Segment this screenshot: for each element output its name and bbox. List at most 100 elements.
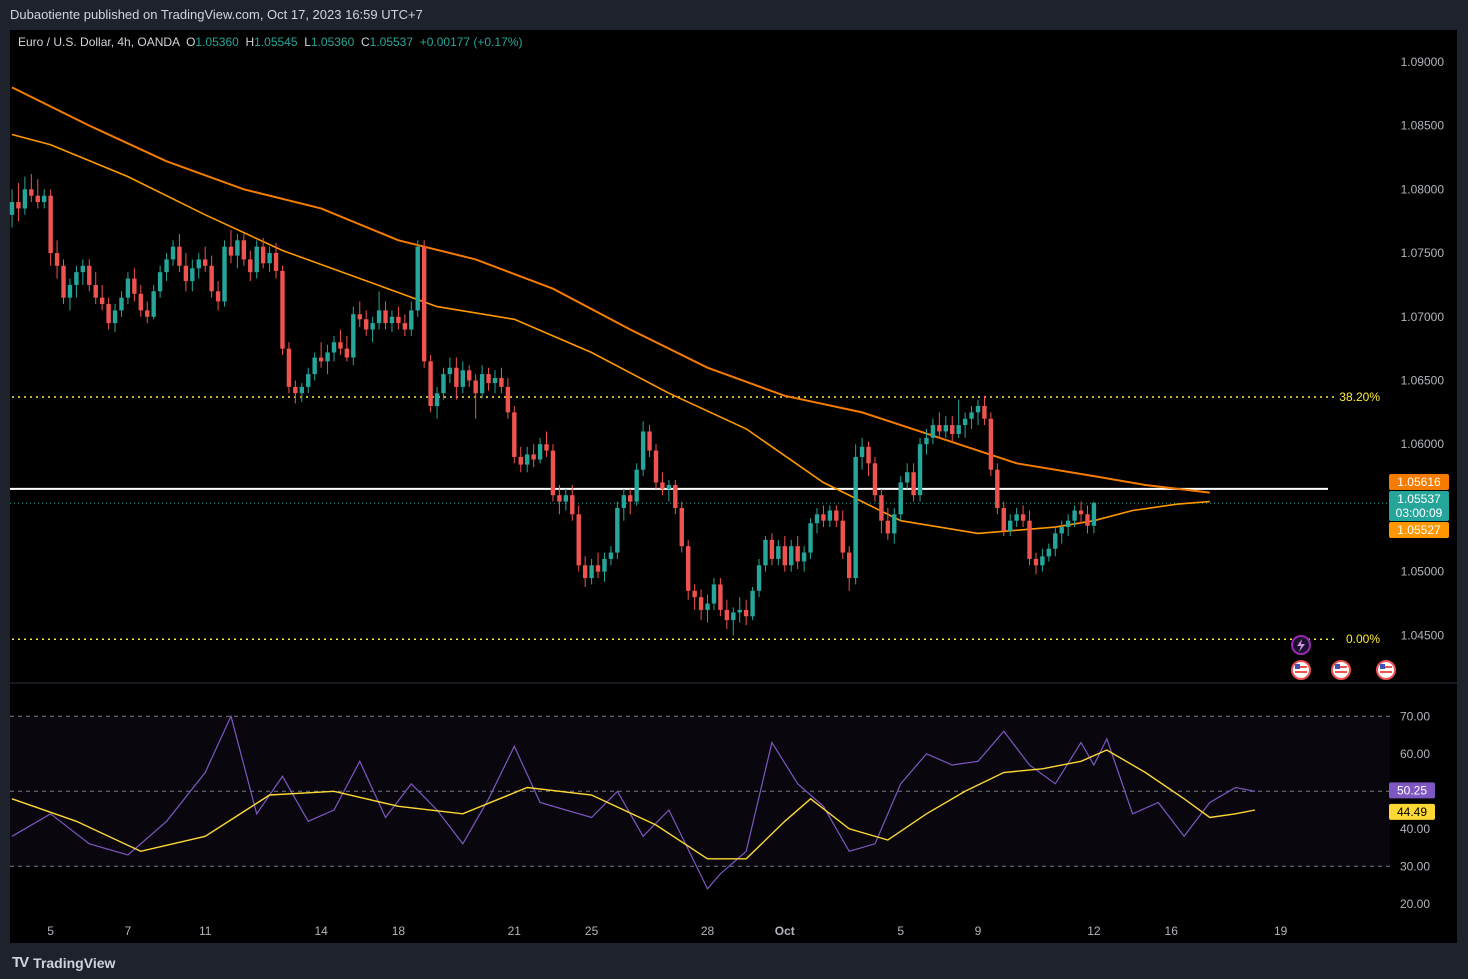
candle[interactable] <box>995 463 1000 515</box>
candle[interactable] <box>331 335 337 362</box>
candle[interactable] <box>434 386 440 419</box>
candle[interactable] <box>640 421 646 477</box>
candle[interactable] <box>241 233 247 266</box>
candle[interactable] <box>93 272 98 305</box>
candle[interactable] <box>460 361 465 394</box>
candle[interactable] <box>1033 552 1039 575</box>
candle[interactable] <box>29 174 34 203</box>
candle[interactable] <box>892 507 897 544</box>
candle[interactable] <box>415 240 420 317</box>
candle[interactable] <box>1001 501 1006 536</box>
candle[interactable] <box>1046 543 1052 562</box>
candle[interactable] <box>389 310 395 333</box>
candle[interactable] <box>479 365 485 399</box>
candle[interactable] <box>911 463 916 502</box>
candle[interactable] <box>653 444 659 489</box>
candle[interactable] <box>1085 505 1090 534</box>
candle[interactable] <box>80 259 86 285</box>
candle[interactable] <box>145 301 150 324</box>
candle[interactable] <box>409 301 414 336</box>
candle[interactable] <box>885 507 891 540</box>
candle[interactable] <box>209 255 214 298</box>
candle[interactable] <box>743 599 749 626</box>
candle[interactable] <box>731 607 736 636</box>
candle[interactable] <box>1020 505 1026 528</box>
candle[interactable] <box>293 380 298 404</box>
candle[interactable] <box>467 365 472 387</box>
candle[interactable] <box>595 552 601 579</box>
candle[interactable] <box>1059 520 1064 544</box>
candle[interactable] <box>190 259 195 292</box>
candle[interactable] <box>570 485 575 521</box>
candle[interactable] <box>228 230 234 264</box>
candle[interactable] <box>338 329 343 355</box>
candle[interactable] <box>203 246 208 273</box>
candle[interactable] <box>847 546 852 591</box>
candle[interactable] <box>550 444 556 502</box>
candle[interactable] <box>441 367 446 400</box>
candle[interactable] <box>827 505 833 528</box>
candle[interactable] <box>988 412 994 477</box>
candle[interactable] <box>621 488 626 521</box>
candle[interactable] <box>750 586 755 621</box>
candle[interactable] <box>299 383 304 403</box>
candle[interactable] <box>325 344 330 375</box>
candle[interactable] <box>402 314 408 336</box>
candle[interactable] <box>840 510 845 559</box>
candle[interactable] <box>879 488 884 534</box>
candle[interactable] <box>582 556 588 587</box>
candle[interactable] <box>937 412 942 438</box>
candle[interactable] <box>821 505 826 528</box>
candle[interactable] <box>54 240 60 279</box>
candle[interactable] <box>525 446 530 473</box>
candle[interactable] <box>975 399 981 426</box>
us-flag-event-icon[interactable] <box>1331 660 1351 680</box>
candle[interactable] <box>853 444 858 585</box>
candle[interactable] <box>376 291 382 330</box>
candle[interactable] <box>351 306 356 366</box>
candle[interactable] <box>705 594 710 623</box>
candle[interactable] <box>956 399 961 438</box>
candle[interactable] <box>962 412 968 438</box>
candle[interactable] <box>789 539 794 572</box>
candle[interactable] <box>260 237 266 269</box>
candle[interactable] <box>531 444 536 468</box>
candle[interactable] <box>666 479 672 502</box>
candle[interactable] <box>273 242 279 279</box>
candle[interactable] <box>982 395 987 426</box>
candle[interactable] <box>679 501 684 553</box>
candle[interactable] <box>74 265 79 298</box>
candle[interactable] <box>396 306 401 330</box>
candle[interactable] <box>67 278 73 311</box>
candle[interactable] <box>370 316 375 343</box>
candle[interactable] <box>421 240 427 368</box>
candle[interactable] <box>756 558 762 598</box>
candle[interactable] <box>215 281 221 311</box>
candle[interactable] <box>737 597 742 623</box>
candle[interactable] <box>1053 527 1058 557</box>
candle[interactable] <box>61 259 66 305</box>
candle[interactable] <box>151 284 156 320</box>
candle[interactable] <box>563 488 569 511</box>
us-flag-event-icon[interactable] <box>1376 660 1396 680</box>
candle[interactable] <box>544 431 549 457</box>
candle[interactable] <box>505 377 511 419</box>
candle[interactable] <box>157 265 163 298</box>
candle[interactable] <box>499 367 504 394</box>
candle[interactable] <box>306 367 311 394</box>
candle[interactable] <box>1072 505 1077 528</box>
candle[interactable] <box>1065 514 1071 536</box>
candle[interactable] <box>608 546 614 566</box>
candle[interactable] <box>248 250 253 282</box>
candle[interactable] <box>628 488 633 515</box>
tradingview-brand[interactable]: TV TradingView <box>12 952 115 974</box>
candle[interactable] <box>647 425 652 457</box>
candle[interactable] <box>576 505 581 572</box>
candle[interactable] <box>112 304 118 333</box>
candle[interactable] <box>48 189 53 266</box>
candle[interactable] <box>692 584 697 610</box>
candle[interactable] <box>634 463 639 506</box>
candle[interactable] <box>769 533 775 566</box>
candle[interactable] <box>904 463 910 489</box>
candle[interactable] <box>943 416 948 438</box>
